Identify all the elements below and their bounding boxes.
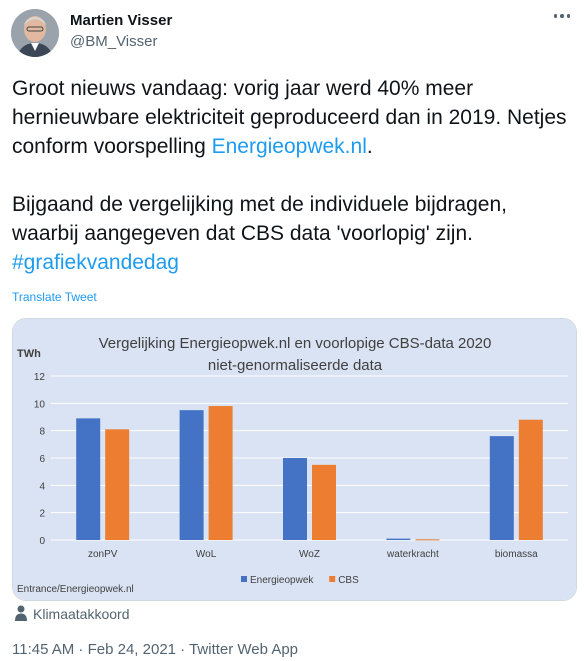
bar-cbs-wol: [208, 406, 233, 540]
chart-image[interactable]: Vergelijking Energieopwek.nl en voorlopi…: [12, 318, 577, 601]
more-options-icon[interactable]: [548, 6, 576, 26]
bar-cbs-waterkracht: [415, 539, 440, 541]
y-tick-label: 12: [34, 372, 46, 383]
tweet-time[interactable]: 11:45 AM: [12, 641, 75, 658]
legend-swatch: [329, 576, 336, 582]
chart-title: Vergelijking Energieopwek.nl en voorlopi…: [99, 335, 492, 352]
y-tick-label: 2: [39, 509, 45, 520]
y-axis-label: TWh: [17, 348, 41, 360]
category-label: biomassa: [495, 549, 538, 560]
y-tick-label: 4: [39, 481, 45, 492]
bar-energieopwek-biomassa: [489, 436, 514, 540]
tweet-text: Groot nieuws vandaag: vorig jaar werd 40…: [12, 74, 577, 277]
tweet-text-period: .: [366, 135, 373, 158]
bar-energieopwek-woz: [283, 458, 307, 540]
meta-separator-1: ·: [74, 641, 88, 658]
hashtag-link[interactable]: #grafiekvandedag: [12, 251, 179, 274]
location-label[interactable]: Klimaatakkoord: [33, 606, 130, 622]
bar-cbs-biomassa: [518, 419, 543, 540]
legend-label: CBS: [338, 575, 359, 586]
legend: Energieopwek CBS: [241, 575, 359, 586]
y-tick-label: 0: [39, 536, 45, 547]
bar-cbs-zonpv: [105, 429, 130, 540]
meta-separator-2: ·: [176, 641, 190, 658]
bar-energieopwek-waterkracht: [386, 538, 411, 540]
location-person-icon: [15, 605, 27, 621]
y-tick-label: 6: [39, 454, 45, 465]
tweet-paragraph-2: Bijgaand de vergelijking met de individu…: [12, 193, 507, 245]
tweet-text-line1: Groot nieuws vandaag: vorig jaar werd 40…: [12, 77, 567, 158]
bar-energieopwek-wol: [179, 410, 204, 540]
gridlines: 0 2 4 6 8 10 12: [34, 372, 568, 547]
chart-svg: Vergelijking Energieopwek.nl en voorlopi…: [13, 319, 576, 600]
bar-energieopwek-zonpv: [76, 418, 101, 540]
avatar[interactable]: [11, 9, 59, 57]
legend-swatch: [241, 576, 247, 582]
category-label: WoL: [196, 549, 217, 560]
tweet-date[interactable]: Feb 24, 2021: [87, 641, 177, 658]
legend-label: Energieopwek: [250, 575, 314, 586]
y-tick-label: 10: [34, 399, 46, 410]
bar-cbs-woz: [312, 464, 336, 540]
bars: [76, 406, 543, 541]
translate-tweet-link[interactable]: Translate Tweet: [12, 290, 97, 304]
category-label: waterkracht: [386, 549, 439, 560]
energieopwek-link[interactable]: Energieopwek.nl: [211, 135, 367, 158]
avatar-photo: [11, 9, 59, 57]
chart-source-note: Entrance/Energieopwek.nl: [17, 584, 134, 595]
category-labels: zonPV WoL WoZ waterkracht biomassa: [88, 549, 538, 560]
tweet-metadata: 11:45 AM · Feb 24, 2021 · Twitter Web Ap…: [12, 641, 298, 658]
author-name[interactable]: Martien Visser: [70, 12, 173, 29]
author-handle[interactable]: @BM_Visser: [70, 33, 158, 50]
tweet-paragraph-1: Groot nieuws vandaag: vorig jaar werd 40…: [12, 74, 577, 161]
chart-subtitle: niet-genormaliseerde data: [208, 357, 383, 374]
category-label: WoZ: [299, 549, 320, 560]
tweet-client[interactable]: Twitter Web App: [189, 641, 299, 658]
category-label: zonPV: [88, 549, 118, 560]
y-tick-label: 8: [39, 427, 45, 438]
